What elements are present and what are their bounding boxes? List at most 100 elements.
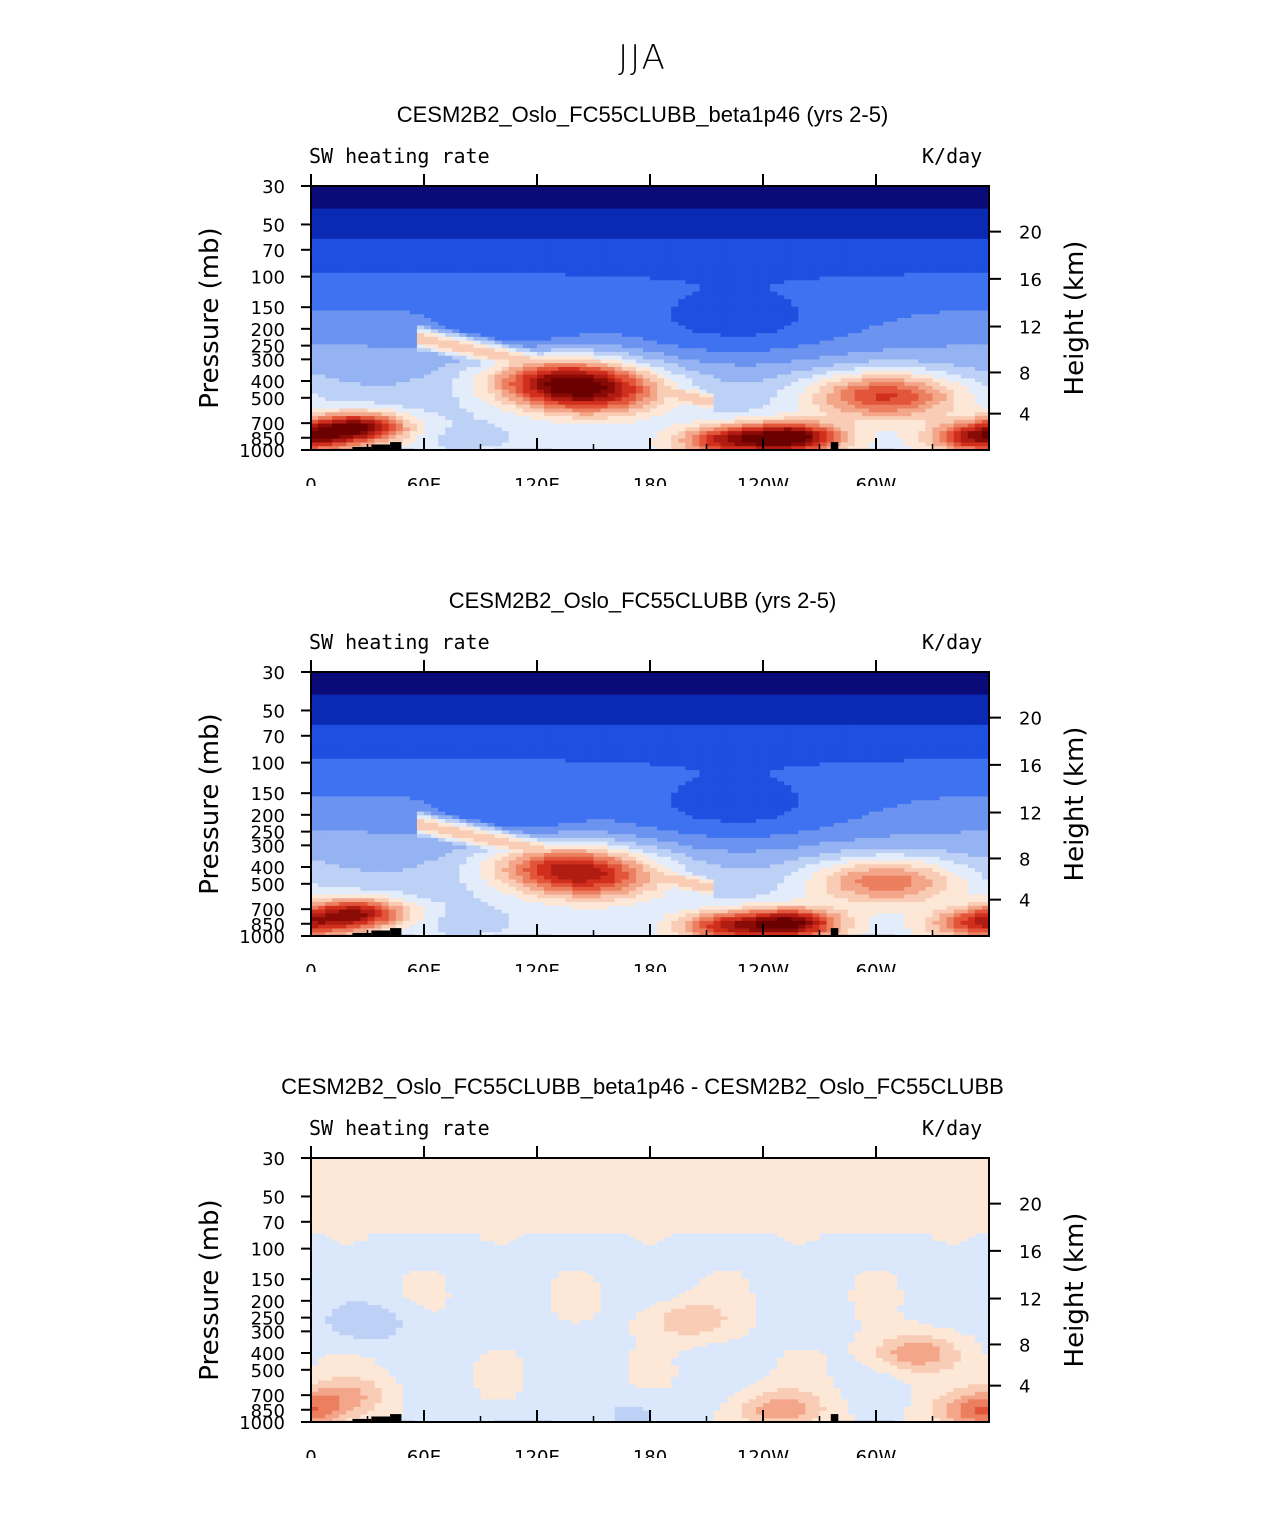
field-cell: [642, 265, 651, 270]
field-cell: [650, 242, 658, 247]
field-cell: [798, 250, 806, 255]
field-cell: [579, 340, 588, 345]
field-cell: [480, 348, 489, 353]
field-cell: [763, 280, 771, 285]
field-cell: [388, 204, 397, 210]
field-cell: [416, 212, 425, 217]
field-cell: [600, 333, 609, 338]
field-cell: [325, 268, 333, 274]
field-cell: [911, 189, 919, 195]
field-cell: [558, 284, 566, 289]
field-cell: [784, 310, 792, 315]
field-cell: [522, 359, 531, 364]
field-cell: [819, 306, 828, 312]
field-cell: [558, 257, 566, 263]
field-cell: [932, 212, 941, 217]
field-cell: [727, 321, 736, 327]
field-cell: [360, 329, 369, 334]
field-cell: [360, 318, 369, 323]
field-cell: [607, 295, 616, 300]
field-cell: [529, 299, 538, 304]
field-cell: [381, 310, 390, 315]
field-cell: [819, 186, 828, 191]
field-cell: [664, 318, 672, 323]
field-cell: [847, 250, 856, 255]
field-cell: [614, 268, 623, 274]
field-cell: [445, 302, 453, 308]
field-cell: [515, 340, 524, 345]
field-cell: [529, 306, 538, 312]
field-cell: [395, 204, 404, 210]
field-cell: [727, 329, 736, 334]
field-cell: [466, 344, 475, 349]
field-cell: [748, 208, 757, 213]
field-cell: [311, 306, 319, 312]
field-cell: [579, 280, 588, 285]
field-cell: [402, 238, 411, 244]
field-cell: [360, 374, 369, 379]
field-cell: [713, 280, 722, 285]
field-cell: [325, 216, 333, 221]
field-cell: [876, 208, 884, 213]
field-cell: [480, 291, 489, 296]
field-cell: [487, 310, 496, 315]
field-cell: [579, 257, 588, 263]
field-cell: [706, 193, 715, 198]
field-cell: [967, 344, 976, 349]
field-cell: [572, 219, 580, 225]
field-cell: [904, 333, 912, 338]
field-cell: [522, 212, 531, 217]
field-cell: [635, 208, 644, 213]
field-cell: [402, 363, 411, 368]
field-cell: [614, 351, 623, 357]
field-cell: [883, 299, 891, 304]
field-cell: [565, 280, 573, 285]
field-cell: [551, 363, 559, 368]
field-cell: [431, 257, 439, 263]
field-cell: [819, 318, 828, 323]
field-cell: [473, 295, 482, 300]
field-cell: [438, 321, 446, 327]
field-cell: [332, 336, 340, 342]
field-cell: [939, 204, 948, 210]
field-cell: [367, 318, 376, 323]
field-cell: [819, 359, 828, 364]
field-cell: [777, 186, 785, 191]
field-cell: [763, 257, 771, 263]
field-cell: [784, 291, 792, 296]
field-cell: [388, 201, 397, 206]
field-cell: [367, 235, 376, 240]
field-cell: [374, 193, 383, 198]
field-cell: [459, 374, 467, 379]
field-cell: [918, 306, 927, 312]
field-cell: [868, 253, 877, 259]
field-cell: [642, 186, 651, 191]
field-cell: [939, 272, 948, 278]
field-cell: [459, 287, 467, 293]
field-cell: [325, 336, 333, 342]
field-cell: [713, 299, 722, 304]
field-cell: [960, 318, 969, 323]
field-cell: [501, 201, 510, 206]
field-cell: [861, 344, 870, 349]
field-cell: [918, 219, 927, 225]
field-cell: [551, 351, 559, 357]
field-cell: [466, 212, 475, 217]
field-cell: [487, 306, 496, 312]
field-cell: [360, 268, 369, 274]
field-cell: [833, 287, 842, 293]
field-cell: [974, 284, 983, 289]
field-cell: [360, 306, 369, 312]
field-cell: [748, 351, 757, 357]
field-cell: [678, 238, 686, 244]
field-cell: [445, 186, 453, 191]
field-cell: [374, 265, 383, 270]
field-cell: [600, 325, 609, 330]
field-cell: [332, 238, 340, 244]
field-cell: [974, 208, 983, 213]
field-cell: [741, 344, 750, 349]
field-cell: [812, 250, 821, 255]
field-cell: [416, 257, 425, 263]
field-cell: [395, 201, 404, 206]
field-cell: [706, 344, 715, 349]
